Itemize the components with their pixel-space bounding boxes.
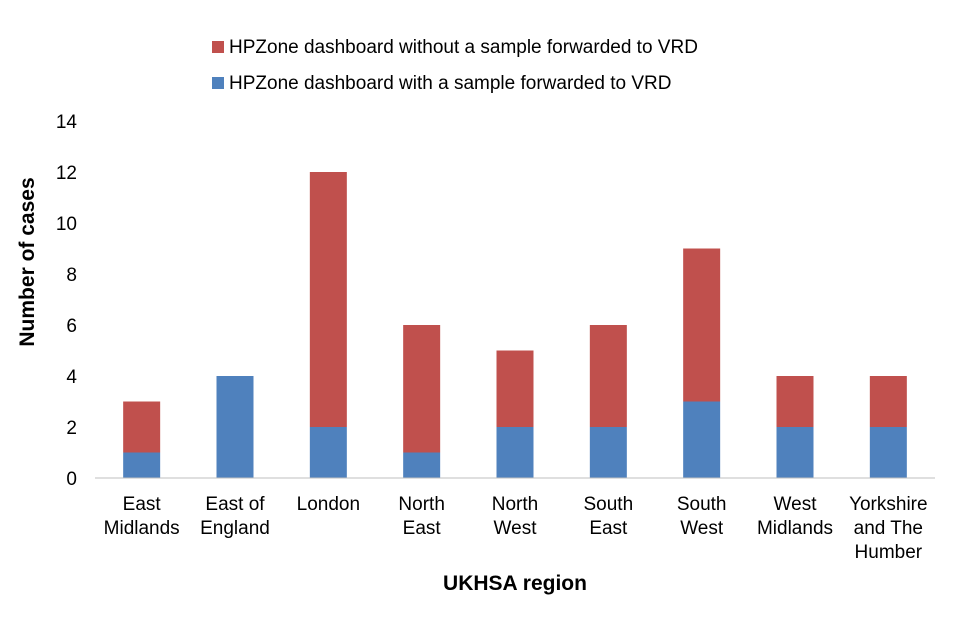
bar-segment-without-sample	[496, 350, 534, 427]
y-tick-label: 14	[56, 112, 78, 133]
y-tick-label: 4	[66, 367, 77, 388]
y-axis-title: Number of cases	[16, 177, 39, 346]
x-category-label: Midlands	[104, 518, 180, 539]
legend-label: HPZone dashboard without a sample forwar…	[229, 37, 698, 58]
legend-swatch	[212, 41, 224, 53]
x-category-label: North	[492, 494, 538, 515]
bar-segment-with-sample	[309, 427, 347, 478]
bar-segment-with-sample	[496, 427, 534, 478]
bar-segment-without-sample	[309, 172, 347, 427]
x-category-label: South	[677, 494, 727, 515]
x-category-label: Humber	[855, 542, 923, 563]
x-axis-title: UKHSA region	[443, 572, 587, 595]
y-tick-label: 8	[66, 265, 77, 286]
bar-segment-without-sample	[683, 248, 721, 402]
y-axis-ticks: 0 2 4 6 8 10 12 14	[56, 112, 78, 490]
x-axis-labels: East Midlands East of England London North Eas…	[104, 494, 928, 563]
x-category-label: South	[584, 494, 634, 515]
x-category-label: East	[403, 518, 442, 539]
legend-label: HPZone dashboard with a sample forwarded…	[229, 73, 672, 94]
y-tick-label: 10	[56, 214, 77, 235]
x-category-label: East	[589, 518, 628, 539]
bar-segment-without-sample	[589, 325, 627, 427]
bar-segment-with-sample	[403, 452, 441, 478]
bar-segment-with-sample	[683, 401, 721, 478]
x-category-label: England	[200, 518, 270, 539]
x-category-label: East of	[205, 494, 265, 515]
x-category-label: Midlands	[757, 518, 833, 539]
x-category-label: West	[774, 494, 818, 515]
bars	[123, 172, 907, 478]
legend-swatch	[212, 77, 224, 89]
x-category-label: East	[123, 494, 162, 515]
x-category-label: London	[297, 494, 360, 515]
y-tick-label: 2	[66, 418, 77, 439]
bar-segment-with-sample	[869, 427, 907, 478]
x-category-label: North	[398, 494, 444, 515]
x-category-label: Yorkshire	[849, 494, 928, 515]
bar-segment-with-sample	[589, 427, 627, 478]
y-tick-label: 0	[66, 469, 77, 490]
y-tick-label: 12	[56, 163, 77, 184]
bar-segment-without-sample	[776, 376, 814, 427]
y-tick-label: 6	[66, 316, 77, 337]
bar-segment-with-sample	[776, 427, 814, 478]
legend: HPZone dashboard without a sample forwar…	[212, 37, 698, 94]
x-category-label: and The	[854, 518, 923, 539]
bar-segment-with-sample	[216, 376, 254, 478]
x-category-label: West	[494, 518, 538, 539]
bar-segment-without-sample	[869, 376, 907, 427]
bar-segment-with-sample	[123, 452, 161, 478]
x-category-label: West	[680, 518, 724, 539]
bar-segment-without-sample	[403, 325, 441, 453]
bar-segment-without-sample	[123, 401, 161, 453]
